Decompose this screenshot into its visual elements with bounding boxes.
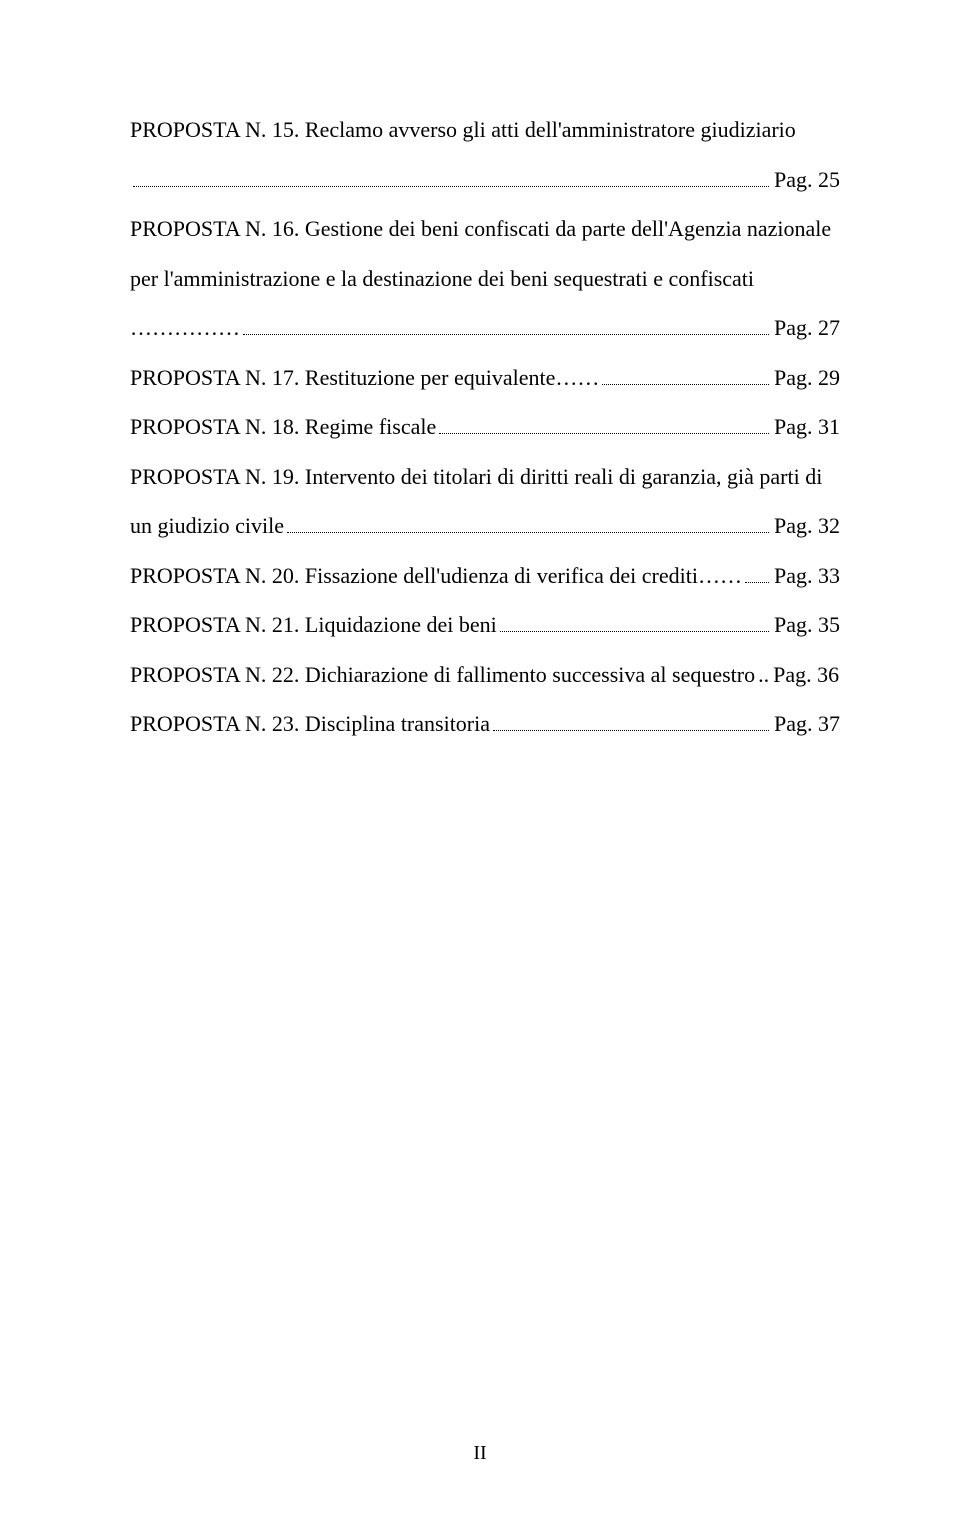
page-number-value: 27 (818, 315, 840, 340)
page-label: Pag. (774, 612, 813, 637)
page-number-value: 25 (818, 167, 840, 192)
toc-entry-p17: PROPOSTA N. 17. Restituzione per equival… (130, 353, 840, 403)
toc-page-ref: Pag. 37 (774, 699, 840, 749)
toc-text: PROPOSTA N. 23. Disciplina transitoria (130, 699, 490, 749)
toc-entry-p20: PROPOSTA N. 20. Fissazione dell'udienza … (130, 551, 840, 601)
page-number-value: 32 (818, 513, 840, 538)
toc-leader-dots (602, 364, 769, 385)
page-label: Pag. (774, 563, 813, 588)
toc-page-ref: Pag. 35 (774, 600, 840, 650)
page-label: Pag. (774, 711, 813, 736)
toc-page-ref: Pag. 29 (774, 353, 840, 403)
toc-page-ref: Pag. 25 (774, 155, 840, 205)
page-label: Pag. (773, 662, 812, 687)
page-number-value: 37 (818, 711, 840, 736)
toc-page-ref: Pag. 33 (774, 551, 840, 601)
toc-page-ref: Pag. 36 (773, 650, 839, 700)
page-footer-number: II (0, 1442, 960, 1465)
toc-text: PROPOSTA N. 20. Fissazione dell'udienza … (130, 551, 698, 601)
table-of-contents: PROPOSTA N. 15. Reclamo avverso gli atti… (130, 105, 840, 749)
document-page: PROPOSTA N. 15. Reclamo avverso gli atti… (0, 0, 960, 1515)
toc-leader-dots (439, 413, 769, 434)
toc-text-line2: un giudizio civile (130, 501, 284, 551)
toc-text: PROPOSTA N. 19. Intervento dei titolari … (130, 464, 822, 489)
toc-page-ref: Pag. 32 (774, 501, 840, 551)
toc-page-ref: Pag. 27 (774, 303, 840, 353)
toc-leader-dots (500, 611, 769, 632)
toc-text: PROPOSTA N. 18. Regime fiscale (130, 402, 436, 452)
page-label: Pag. (774, 167, 813, 192)
toc-entry-p21: PROPOSTA N. 21. Liquidazione dei beni Pa… (130, 600, 840, 650)
toc-leader-dots (745, 562, 769, 583)
page-number-value: 33 (818, 563, 840, 588)
toc-extra-dots: …… (555, 353, 599, 403)
toc-text: PROPOSTA N. 21. Liquidazione dei beni (130, 600, 497, 650)
page-label: Pag. (774, 414, 813, 439)
toc-text: PROPOSTA N. 22. Dichiarazione di fallime… (130, 650, 755, 700)
page-number-value: 29 (818, 365, 840, 390)
toc-extra-dots: .. (758, 650, 769, 700)
page-number-value: 35 (818, 612, 840, 637)
page-number-value: 36 (817, 662, 839, 687)
toc-leader-dots (287, 512, 769, 533)
toc-entry-p18: PROPOSTA N. 18. Regime fiscale Pag. 31 (130, 402, 840, 452)
toc-entry-p16: PROPOSTA N. 16. Gestione dei beni confis… (130, 204, 840, 353)
toc-extra-dots: …… (698, 551, 742, 601)
toc-entry-p15: PROPOSTA N. 15. Reclamo avverso gli atti… (130, 105, 840, 204)
toc-entry-p19: PROPOSTA N. 19. Intervento dei titolari … (130, 452, 840, 551)
toc-entry-p22: PROPOSTA N. 22. Dichiarazione di fallime… (130, 650, 840, 700)
toc-entry-p23: PROPOSTA N. 23. Disciplina transitoria P… (130, 699, 840, 749)
toc-leader-dots (133, 166, 769, 187)
toc-text: PROPOSTA N. 17. Restituzione per equival… (130, 353, 555, 403)
page-label: Pag. (774, 513, 813, 538)
page-label: Pag. (774, 365, 813, 390)
toc-leader-dots (493, 710, 769, 731)
page-number-value: 31 (818, 414, 840, 439)
toc-text: PROPOSTA N. 16. Gestione dei beni confis… (130, 216, 831, 291)
toc-text: PROPOSTA N. 15. Reclamo avverso gli atti… (130, 105, 796, 155)
toc-page-ref: Pag. 31 (774, 402, 840, 452)
toc-extra-dots: …………… (130, 303, 240, 353)
toc-leader-dots (243, 314, 769, 335)
page-label: Pag. (774, 315, 813, 340)
